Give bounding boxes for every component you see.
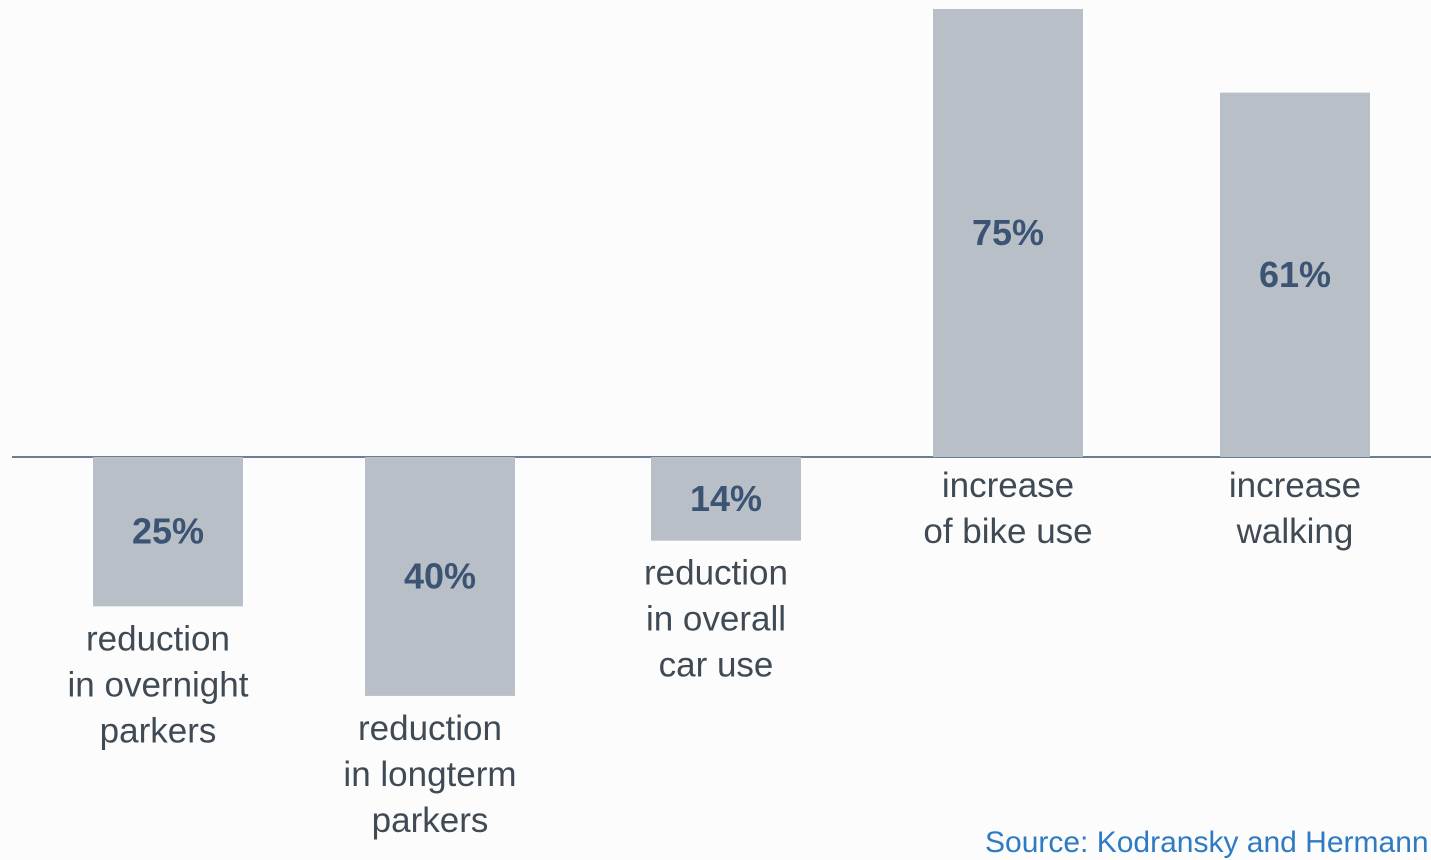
category-label-line: of bike use xyxy=(923,512,1092,551)
category-label-line: increase xyxy=(942,466,1074,505)
category-label-line: walking xyxy=(1236,512,1354,551)
category-label-0: reduction in overnight parkers xyxy=(68,619,249,750)
category-label-line: reduction xyxy=(644,554,788,593)
value-label-0: 25% xyxy=(132,511,204,552)
category-label-line: reduction xyxy=(86,619,230,658)
category-label-1: reduction in longterm parkers xyxy=(343,709,516,840)
bar-0 xyxy=(93,457,243,607)
bar-chart: 25% reduction in overnight parkers 40% reduct… xyxy=(12,9,1431,840)
category-label-line: in longterm xyxy=(343,755,516,794)
category-label-line: increase xyxy=(1229,466,1361,505)
category-label-3: increase of bike use xyxy=(923,466,1092,551)
value-label-2: 14% xyxy=(690,478,762,519)
value-label-3: 75% xyxy=(972,212,1044,253)
bar-3 xyxy=(933,9,1083,457)
value-label-4: 61% xyxy=(1259,254,1331,295)
category-label-line: reduction xyxy=(358,709,502,748)
category-label-line: in overall xyxy=(646,600,786,639)
category-label-line: parkers xyxy=(100,711,217,750)
category-label-4: increase walking xyxy=(1229,466,1361,551)
category-label-2: reduction in overall car use xyxy=(644,554,788,685)
bar-4 xyxy=(1220,92,1370,458)
category-label-line: parkers xyxy=(372,801,489,840)
source-note: Source: Kodransky and Hermann xyxy=(985,826,1429,859)
category-label-line: in overnight xyxy=(68,665,249,704)
value-label-1: 40% xyxy=(404,555,476,596)
bar-1 xyxy=(365,457,515,696)
bars-group: 25% reduction in overnight parkers 40% reduct… xyxy=(68,9,1370,840)
bar-2 xyxy=(651,457,801,541)
category-label-line: car use xyxy=(659,646,774,685)
